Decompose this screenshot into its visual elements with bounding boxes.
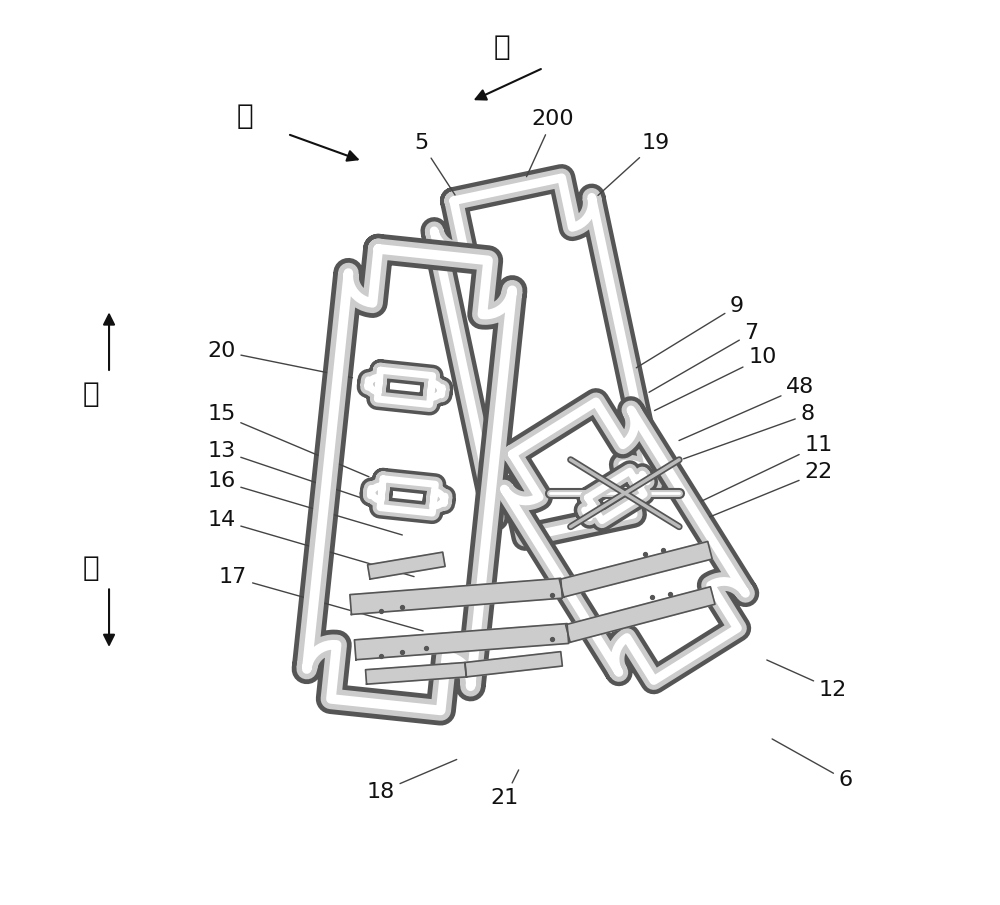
- Text: 48: 48: [679, 377, 815, 441]
- Text: 16: 16: [207, 472, 402, 535]
- Text: 5: 5: [414, 133, 455, 195]
- Text: 17: 17: [219, 567, 423, 631]
- Text: 20: 20: [207, 341, 352, 377]
- Text: 左: 左: [493, 33, 510, 61]
- Text: 15: 15: [207, 405, 369, 477]
- Text: 7: 7: [649, 323, 759, 392]
- Text: 12: 12: [767, 660, 847, 700]
- Text: 11: 11: [702, 435, 833, 501]
- Text: 6: 6: [772, 738, 853, 790]
- Text: 右: 右: [236, 102, 253, 129]
- Polygon shape: [350, 578, 562, 614]
- Text: 22: 22: [697, 462, 833, 522]
- Polygon shape: [368, 552, 445, 579]
- Text: 18: 18: [366, 759, 457, 802]
- Text: 19: 19: [598, 133, 670, 195]
- Polygon shape: [566, 586, 715, 643]
- Text: 8: 8: [684, 405, 815, 459]
- Text: 10: 10: [655, 348, 777, 411]
- Text: 14: 14: [207, 510, 414, 576]
- Text: 下: 下: [83, 555, 99, 582]
- Polygon shape: [465, 652, 562, 677]
- Text: 9: 9: [636, 296, 744, 367]
- Text: 上: 上: [83, 380, 99, 407]
- Polygon shape: [559, 541, 712, 597]
- Text: 200: 200: [526, 110, 574, 176]
- Polygon shape: [354, 624, 569, 660]
- Text: 21: 21: [490, 770, 519, 808]
- Text: 13: 13: [207, 441, 380, 504]
- Polygon shape: [366, 662, 466, 684]
